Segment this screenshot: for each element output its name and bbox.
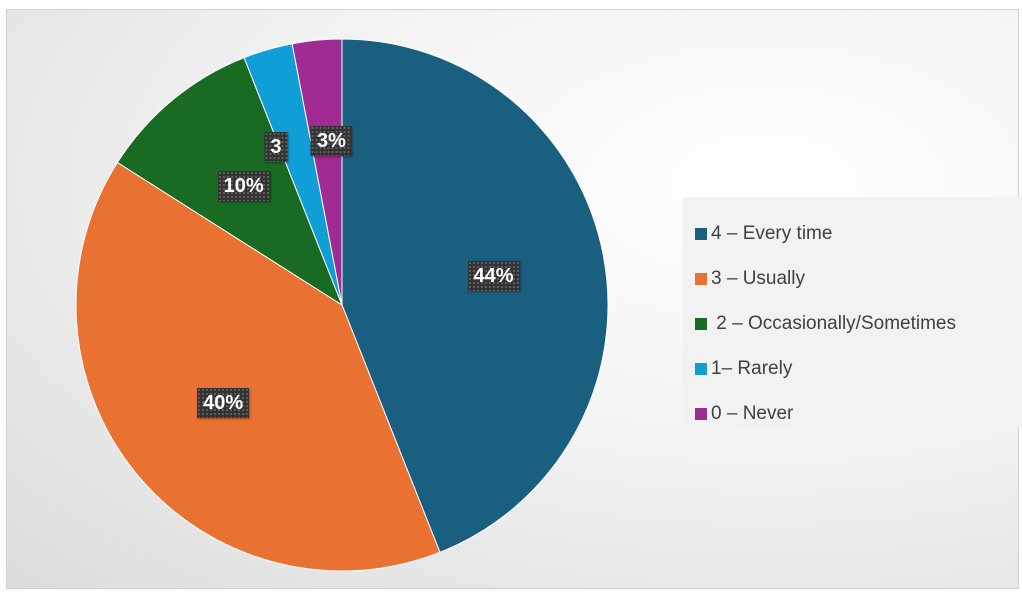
data-label-2: 10% [217, 171, 270, 202]
legend-item-2: 2 – Occasionally/Sometimes [683, 301, 1022, 346]
legend-swatch [695, 272, 707, 285]
pie-slice-4 [291, 38, 343, 306]
data-label-3: 3 [264, 131, 288, 162]
legend-item-1: 3 – Usually [683, 256, 1022, 301]
legend-swatch [695, 407, 707, 420]
legend-label: 2 – Occasionally/Sometimes [711, 312, 956, 334]
pie-slice-0 [341, 38, 609, 553]
legend-label: 0 – Never [711, 402, 794, 424]
legend-item-3: 1– Rarely [683, 346, 1022, 391]
data-label-4: 3% [311, 125, 352, 156]
legend-label: 1– Rarely [711, 357, 793, 379]
legend-label: 3 – Usually [711, 267, 805, 289]
legend-swatch [695, 317, 707, 330]
legend-label: 4 – Every time [711, 222, 833, 244]
data-label-1: 40% [197, 388, 250, 419]
legend-item-4: 0 – Never [683, 391, 1022, 436]
legend: 4 – Every time 3 – Usually 2 – Occasional… [683, 197, 1022, 427]
legend-swatch [695, 227, 707, 240]
pie-slice-1 [75, 161, 441, 572]
legend-item-0: 4 – Every time [683, 211, 1022, 256]
data-label-0: 44% [467, 261, 520, 292]
legend-swatch [695, 362, 707, 375]
chart-area: 44% 40% 10% 3 3% 4 – Every time 3 – Usually 2… [6, 9, 1022, 589]
